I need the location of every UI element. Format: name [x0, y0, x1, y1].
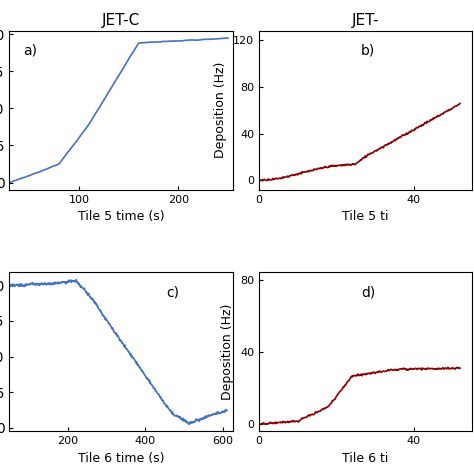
- X-axis label: Tile 6 ti: Tile 6 ti: [342, 452, 389, 465]
- Y-axis label: Deposition (Hz): Deposition (Hz): [214, 62, 228, 158]
- Text: d): d): [361, 285, 375, 299]
- Text: a): a): [23, 44, 37, 57]
- X-axis label: Tile 6 time (s): Tile 6 time (s): [78, 452, 164, 465]
- X-axis label: Tile 5 ti: Tile 5 ti: [342, 210, 389, 223]
- Text: c): c): [166, 285, 179, 299]
- X-axis label: Tile 5 time (s): Tile 5 time (s): [78, 210, 164, 223]
- Y-axis label: Deposition (Hz): Deposition (Hz): [221, 304, 235, 400]
- Title: JET-C: JET-C: [102, 13, 140, 28]
- Title: JET-: JET-: [352, 13, 379, 28]
- Text: b): b): [361, 44, 375, 57]
